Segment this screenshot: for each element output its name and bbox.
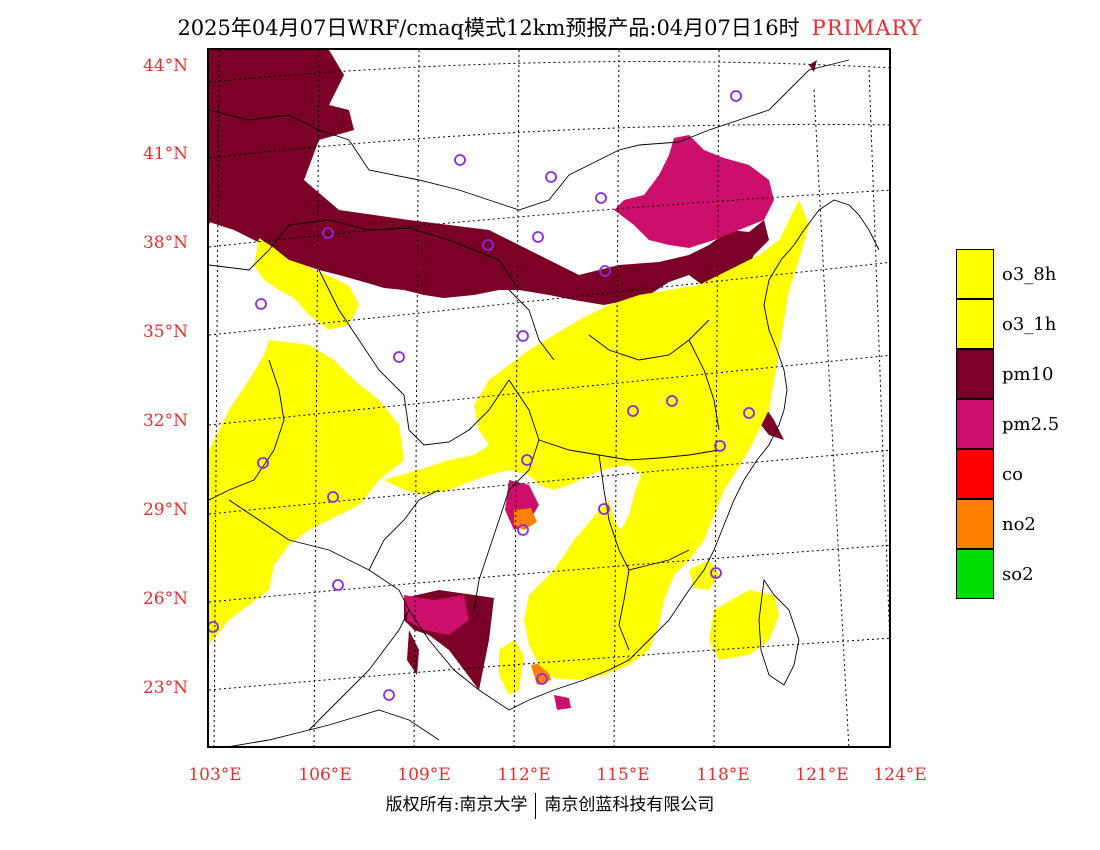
legend-swatch bbox=[956, 499, 994, 549]
copyright-footer: 版权所有:南京大学 南京创蓝科技有限公司 bbox=[0, 790, 1100, 819]
legend-item-co: co bbox=[956, 449, 1096, 499]
title-main: 2025年04月07日WRF/cmaq模式12km预报产品:04月07日16时 bbox=[177, 16, 800, 40]
station-markers bbox=[209, 90, 755, 701]
lat-label-29: 29°N bbox=[142, 500, 188, 520]
map-title: 2025年04月07日WRF/cmaq模式12km预报产品:04月07日16时 P… bbox=[0, 12, 1100, 42]
legend-item-pm10: pm10 bbox=[956, 349, 1096, 399]
lat-label-32: 32°N bbox=[142, 411, 188, 431]
graticule bbox=[209, 50, 889, 746]
map-area bbox=[207, 48, 891, 748]
legend: o3_8h o3_1h pm10 pm2.5 co no2 so2 bbox=[956, 249, 1096, 599]
boundaries bbox=[209, 59, 880, 746]
lon-label-106: 106°E bbox=[298, 765, 352, 785]
title-tag: PRIMARY bbox=[811, 16, 923, 40]
legend-label: no2 bbox=[1002, 514, 1036, 535]
legend-label: so2 bbox=[1002, 564, 1034, 585]
lat-label-41: 41°N bbox=[142, 144, 188, 164]
legend-item-no2: no2 bbox=[956, 499, 1096, 549]
lat-label-38: 38°N bbox=[142, 233, 188, 253]
legend-item-pm25: pm2.5 bbox=[956, 399, 1096, 449]
lon-label-109: 109°E bbox=[397, 765, 451, 785]
legend-swatch bbox=[956, 549, 994, 599]
legend-item-so2: so2 bbox=[956, 549, 1096, 599]
legend-label: o3_8h bbox=[1002, 264, 1057, 285]
legend-label: pm10 bbox=[1002, 364, 1054, 385]
footer-divider bbox=[535, 792, 537, 819]
legend-swatch bbox=[956, 249, 994, 299]
legend-swatch bbox=[956, 449, 994, 499]
lon-label-118: 118°E bbox=[696, 765, 750, 785]
lat-label-23: 23°N bbox=[142, 678, 188, 698]
map-canvas bbox=[209, 50, 889, 746]
lat-label-26: 26°N bbox=[142, 589, 188, 609]
lon-label-103: 103°E bbox=[188, 765, 242, 785]
lon-label-112: 112°E bbox=[497, 765, 551, 785]
lat-label-44: 44°N bbox=[142, 56, 188, 76]
footer-right: 南京创蓝科技有限公司 bbox=[544, 795, 715, 815]
legend-item-o3-8h: o3_8h bbox=[956, 249, 1096, 299]
lat-label-35: 35°N bbox=[142, 322, 188, 342]
legend-swatch bbox=[956, 399, 994, 449]
legend-label: o3_1h bbox=[1002, 314, 1057, 335]
lon-label-121: 121°E bbox=[795, 765, 849, 785]
legend-swatch bbox=[956, 349, 994, 399]
legend-swatch bbox=[956, 299, 994, 349]
footer-left: 版权所有:南京大学 bbox=[385, 795, 528, 815]
o3-region bbox=[209, 200, 809, 695]
legend-label: co bbox=[1002, 464, 1023, 485]
lon-label-115: 115°E bbox=[596, 765, 650, 785]
legend-item-o3-1h: o3_1h bbox=[956, 299, 1096, 349]
lon-label-124: 124°E bbox=[873, 765, 927, 785]
legend-label: pm2.5 bbox=[1002, 414, 1060, 435]
